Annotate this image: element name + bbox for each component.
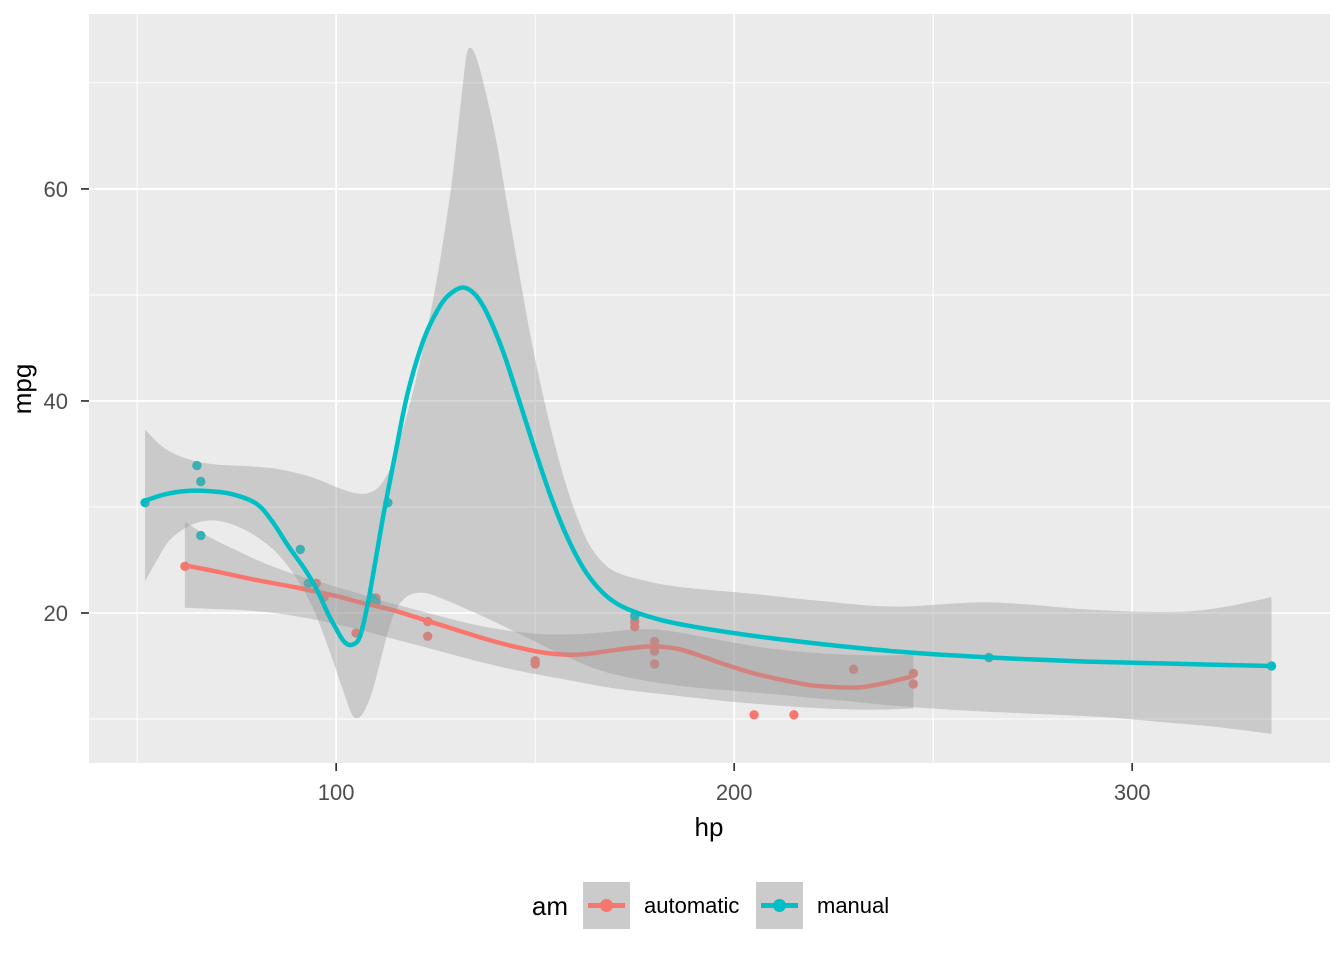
data-point-automatic [530,659,540,669]
legend-glyph-point-automatic [600,899,613,912]
data-point-automatic [423,631,433,641]
axes-layer: 100 200 300 20 40 60 [44,177,1151,805]
confidence-ribbon-manual [145,47,1272,734]
data-point-automatic [649,636,660,647]
y-axis-tick-label: 40 [44,389,68,414]
legend-glyph-manual [761,899,798,912]
legend-label-manual: manual [817,893,889,918]
x-axis-title: hp [695,812,724,842]
confidence-ribbon-automatic [184,521,914,710]
smooth-line-automatic [182,563,916,690]
data-point-automatic [848,664,859,674]
plot-panel-layer [89,14,1330,763]
data-point-manual [295,544,305,555]
data-point-automatic [649,646,660,656]
legend: am automatic manual [532,882,889,929]
legend-glyph-automatic [588,899,625,912]
y-axis-tick-label: 60 [44,177,68,202]
legend-glyph-point-manual [773,899,786,912]
y-axis-tick-label: 20 [44,601,68,626]
data-point-manual [196,476,206,487]
data-point-manual [196,530,206,541]
panel-background [89,14,1330,763]
legend-title: am [532,891,568,921]
smooth-line-manual [142,285,1274,669]
data-point-automatic [749,710,759,720]
data-point-automatic [649,659,660,669]
data-point-manual [192,460,202,471]
x-axis-tick-label: 200 [716,780,753,805]
data-point-automatic [908,679,918,689]
legend-label-automatic: automatic [644,893,739,918]
x-axis-tick-label: 100 [318,780,355,805]
x-axis-tick-label: 300 [1114,780,1151,805]
y-axis-title: mpg [7,364,37,415]
data-point-automatic [789,710,799,720]
